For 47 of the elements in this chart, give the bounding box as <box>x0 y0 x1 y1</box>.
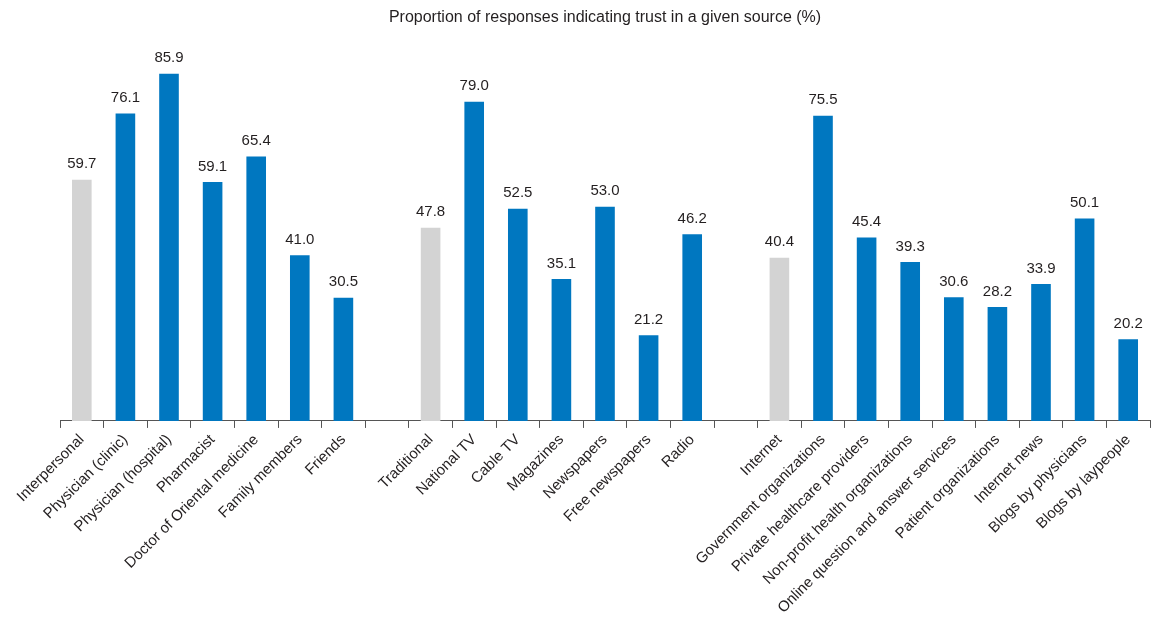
data-label: 59.1 <box>198 156 228 174</box>
bar <box>595 206 615 421</box>
bar <box>551 279 572 421</box>
bar <box>246 156 267 421</box>
chart-title: Proportion of responses indicating trust in a given source (%) <box>388 8 822 26</box>
data-label: 28.2 <box>982 281 1012 299</box>
bar <box>289 255 310 421</box>
data-label: 76.1 <box>110 88 140 106</box>
data-label: 50.1 <box>1070 193 1100 211</box>
bar <box>900 262 921 421</box>
data-label: 40.4 <box>764 232 794 250</box>
data-label: 20.2 <box>1113 313 1143 331</box>
bar <box>943 297 964 421</box>
data-label: 35.1 <box>546 253 576 271</box>
data-label: 33.9 <box>1026 258 1056 276</box>
data-label: 52.5 <box>503 183 533 201</box>
bar <box>638 335 659 421</box>
bar <box>420 227 441 421</box>
bar <box>1031 283 1051 421</box>
data-label: 30.5 <box>328 272 358 290</box>
bar <box>1118 339 1139 421</box>
bar <box>813 115 833 421</box>
bar <box>769 257 790 421</box>
bar <box>159 73 179 421</box>
data-label: 65.4 <box>241 131 271 149</box>
data-label: 21.2 <box>634 309 664 327</box>
data-label: 85.9 <box>154 48 184 66</box>
data-label: 41.0 <box>285 229 315 247</box>
bar <box>856 237 877 421</box>
data-label: 79.0 <box>459 76 489 94</box>
bar <box>71 179 92 421</box>
bar <box>202 182 223 421</box>
bar <box>507 208 528 421</box>
bar <box>464 101 485 421</box>
data-label: 39.3 <box>895 236 925 254</box>
data-label: 46.2 <box>677 208 707 226</box>
data-label: 45.4 <box>852 212 882 230</box>
data-label: 47.8 <box>416 202 446 220</box>
bar <box>115 113 136 421</box>
data-label: 75.5 <box>808 90 838 108</box>
bar <box>682 234 703 421</box>
data-label: 30.6 <box>939 271 969 289</box>
data-label: 53.0 <box>590 181 620 199</box>
bar <box>333 297 354 421</box>
bar <box>987 306 1008 421</box>
bar <box>1074 218 1095 421</box>
data-label: 59.7 <box>67 154 97 172</box>
